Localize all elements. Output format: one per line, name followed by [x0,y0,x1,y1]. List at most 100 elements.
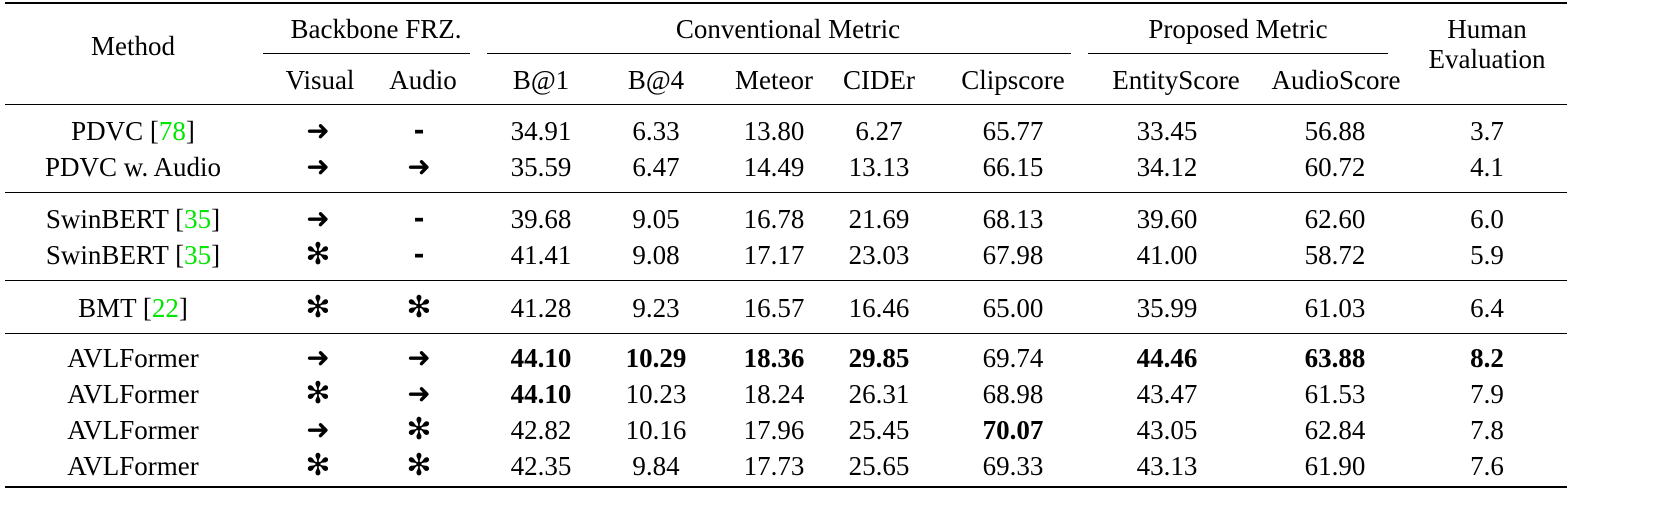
header-audioscore: AudioScore [1271,65,1401,95]
metric-value: 14.49 [743,152,805,182]
metric-value: 56.88 [1304,116,1366,146]
method-name: SwinBERT [35] [45,204,221,234]
arrow-right-icon: ➜ [306,150,330,183]
proposed-group-rule [1088,53,1388,54]
metric-value: 41.41 [510,240,572,270]
header-method: Method [91,31,175,61]
metric-value: 44.10 [510,379,572,409]
frozen-star-icon: ✻ [305,448,331,483]
bottom-rule [5,486,1567,488]
citation-link[interactable]: 35 [184,204,212,234]
metric-value: 68.98 [982,379,1044,409]
metric-value: 41.00 [1136,240,1198,270]
metric-value: 58.72 [1304,240,1366,270]
method-label: AVLFormer [67,343,199,373]
metric-value: 17.73 [743,451,805,481]
method-name: AVLFormer [67,342,199,374]
metric-value: 42.35 [510,451,572,481]
metric-value: 26.31 [848,379,910,409]
section-rule-2 [5,280,1567,281]
header-cider: CIDEr [843,65,915,95]
header-clipscore: Clipscore [961,65,1065,95]
header-meteor: Meteor [735,65,813,95]
metric-value: 44.46 [1136,343,1198,373]
metric-value: 29.85 [848,343,910,373]
metric-value: 65.00 [982,293,1044,323]
metric-value: 5.9 [1470,240,1504,270]
citation-link[interactable]: 35 [184,240,212,270]
metric-value: 39.68 [510,204,572,234]
metric-value: 62.60 [1304,204,1366,234]
metric-value: 17.96 [743,415,805,445]
frozen-star-icon: ✻ [305,237,331,272]
arrow-right-icon: ➜ [306,413,330,446]
metric-value: 25.65 [848,451,910,481]
method-name: AVLFormer [67,414,199,446]
method-label: BMT [78,293,137,323]
metric-value: 33.45 [1136,116,1198,146]
metric-value: 43.05 [1136,415,1198,445]
citation-link[interactable]: 78 [158,116,186,146]
metric-value: 13.80 [743,116,805,146]
metric-value: 43.47 [1136,379,1198,409]
frozen-star-icon: ✻ [406,448,432,483]
metric-value: 16.57 [743,293,805,323]
conventional-group-rule [487,53,1071,54]
header-proposed-metric: Proposed Metric [1148,14,1328,44]
metric-value: 6.4 [1470,293,1504,323]
metric-value: 44.10 [510,343,572,373]
metric-value: 9.08 [632,240,680,270]
metric-value: 13.13 [848,152,910,182]
dash-icon: - [413,240,425,270]
arrow-right-icon: ➜ [306,202,330,235]
dash-icon: - [413,204,425,234]
metric-value: 70.07 [982,415,1044,445]
metric-value: 17.17 [743,240,805,270]
metric-value: 23.03 [848,240,910,270]
header-backbone-frz: Backbone FRZ. [290,14,462,44]
metric-value: 34.91 [510,116,572,146]
metric-value: 6.33 [632,116,680,146]
metric-value: 21.69 [848,204,910,234]
metric-value: 34.12 [1136,152,1198,182]
method-label: SwinBERT [45,240,169,270]
metric-value: 6.0 [1470,204,1504,234]
metric-value: 68.13 [982,204,1044,234]
metric-value: 10.23 [625,379,687,409]
header-conventional-metric: Conventional Metric [675,14,901,44]
method-name: BMT [22] [78,293,188,323]
arrow-right-icon: ➜ [407,341,431,374]
metric-value: 61.53 [1304,379,1366,409]
metric-value: 3.7 [1470,116,1504,146]
header-b4: B@4 [627,65,685,95]
method-name: AVLFormer [67,378,199,410]
metric-value: 7.8 [1470,415,1504,445]
metric-value: 4.1 [1470,152,1504,182]
section-rule-1 [5,192,1567,193]
method-label: PDVC w. Audio [44,152,222,182]
metric-value: 18.24 [743,379,805,409]
metric-value: 67.98 [982,240,1044,270]
frozen-star-icon: ✻ [406,412,432,447]
metric-value: 35.59 [510,152,572,182]
method-name: AVLFormer [67,450,199,482]
header-human-line2: Evaluation [1428,44,1546,74]
metric-value: 43.13 [1136,451,1198,481]
metric-value: 42.82 [510,415,572,445]
metric-value: 9.84 [632,451,680,481]
metric-value: 7.9 [1470,379,1504,409]
header-rule [5,104,1567,105]
citation-link[interactable]: 22 [151,293,179,323]
arrow-right-icon: ➜ [407,150,431,183]
metric-value: 6.47 [632,152,680,182]
header-visual: Visual [285,65,355,95]
frozen-star-icon: ✻ [406,290,432,325]
metric-value: 10.16 [625,415,687,445]
header-human-line1: Human [1447,14,1527,44]
method-label: SwinBERT [45,204,169,234]
dash-icon: - [413,116,425,146]
metric-value: 6.27 [855,116,903,146]
arrow-right-icon: ➜ [407,377,431,410]
header-b1: B@1 [512,65,570,95]
